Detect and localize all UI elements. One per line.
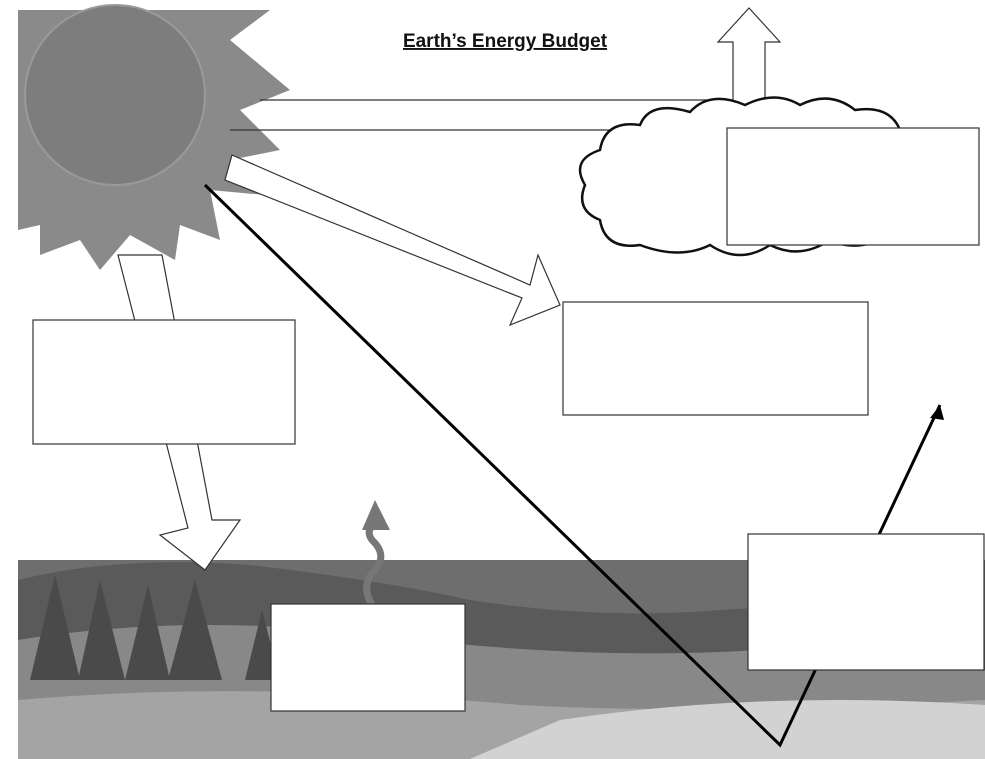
answer-box[interactable] (727, 128, 979, 245)
atmosphere-arrow (225, 155, 560, 325)
energy-budget-diagram: Earth’s Energy Budget (0, 0, 985, 759)
answer-box[interactable] (563, 302, 868, 415)
page: Earth’s Energy Budget (() => { const dat… (0, 0, 985, 759)
answer-box[interactable] (33, 320, 295, 444)
title: Earth’s Energy Budget (403, 31, 608, 52)
sun (18, 5, 290, 270)
margin (0, 0, 18, 759)
answer-box[interactable] (748, 534, 984, 670)
up-arrow (718, 8, 780, 100)
arrowhead (930, 405, 944, 420)
answer-box[interactable] (271, 604, 465, 711)
